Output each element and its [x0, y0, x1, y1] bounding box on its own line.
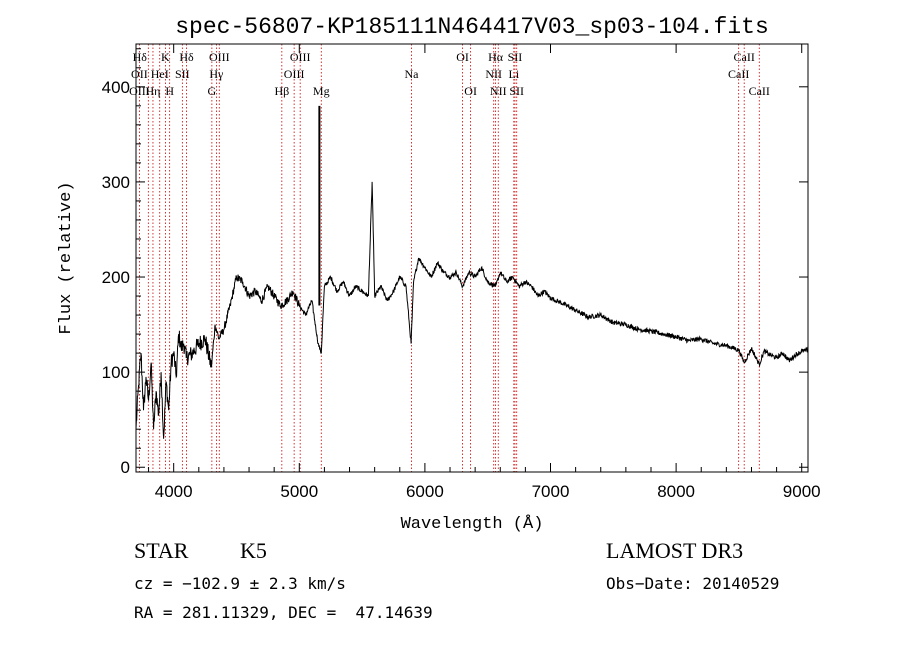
line-label: CaII [749, 84, 770, 98]
line-label: HeI [151, 67, 169, 81]
x-axis: 4000 5000 6000 7000 8000 9000 [148, 44, 821, 501]
y-tick-label: 0 [121, 458, 130, 477]
line-label: Hδ [133, 50, 148, 64]
line-label: CaII [734, 50, 755, 64]
chart-title: spec-56807-KP185111N464417V03_sp03-104.f… [175, 14, 769, 40]
line-label: OI [456, 50, 469, 64]
observation-date: Obs−Date: 20140529 [606, 574, 780, 593]
line-label: Hβ [274, 84, 289, 98]
redshift-cz: cz = −102.9 ± 2.3 km/s [134, 574, 346, 593]
spectrum-line [135, 181, 809, 439]
x-axis-label: Wavelength (Å) [401, 515, 544, 534]
plot-frame [135, 43, 809, 473]
line-label: OIII [209, 50, 230, 64]
line-label: Hδ [179, 50, 194, 64]
line-label: OII [131, 67, 148, 81]
line-label: Mg [313, 84, 330, 98]
survey-name: LAMOST DR3 [606, 538, 744, 563]
line-label: G [208, 84, 217, 98]
x-tick-label: 6000 [406, 482, 444, 501]
y-tick-label: 200 [102, 268, 130, 287]
x-tick-label: 7000 [532, 482, 570, 501]
y-tick-label: 400 [102, 78, 130, 97]
x-tick-label: 8000 [657, 482, 695, 501]
line-label: OIII [129, 84, 150, 98]
line-label: SII [508, 50, 523, 64]
line-label: SII [509, 84, 524, 98]
x-tick-label: 9000 [783, 482, 821, 501]
line-label: OI [464, 84, 477, 98]
line-label: K [161, 50, 170, 64]
line-markers [138, 44, 760, 472]
x-tick-label: 5000 [280, 482, 318, 501]
y-axis: 0 100 200 300 400 [102, 48, 808, 477]
line-label: NII [490, 84, 507, 98]
line-label: SII [175, 67, 190, 81]
line-label: OIII [284, 67, 305, 81]
line-label: CaII [728, 67, 749, 81]
object-subclass: K5 [240, 538, 267, 563]
y-tick-label: 100 [102, 363, 130, 382]
line-label: H [165, 84, 174, 98]
x-tick-label: 4000 [155, 482, 193, 501]
line-label: Hη [145, 84, 160, 98]
y-tick-label: 300 [102, 173, 130, 192]
line-label: Hα [488, 50, 504, 64]
line-label: OIII [290, 50, 311, 64]
object-class: STAR [134, 538, 189, 563]
line-label: NII [485, 67, 502, 81]
line-label: Na [404, 67, 419, 81]
line-label: Hγ [209, 67, 224, 81]
y-axis-label: Flux (relative) [57, 181, 76, 334]
line-label: Li [508, 67, 519, 81]
spectrum-series [135, 105, 809, 439]
coordinates: RA = 281.11329, DEC = 47.14639 [134, 603, 433, 622]
